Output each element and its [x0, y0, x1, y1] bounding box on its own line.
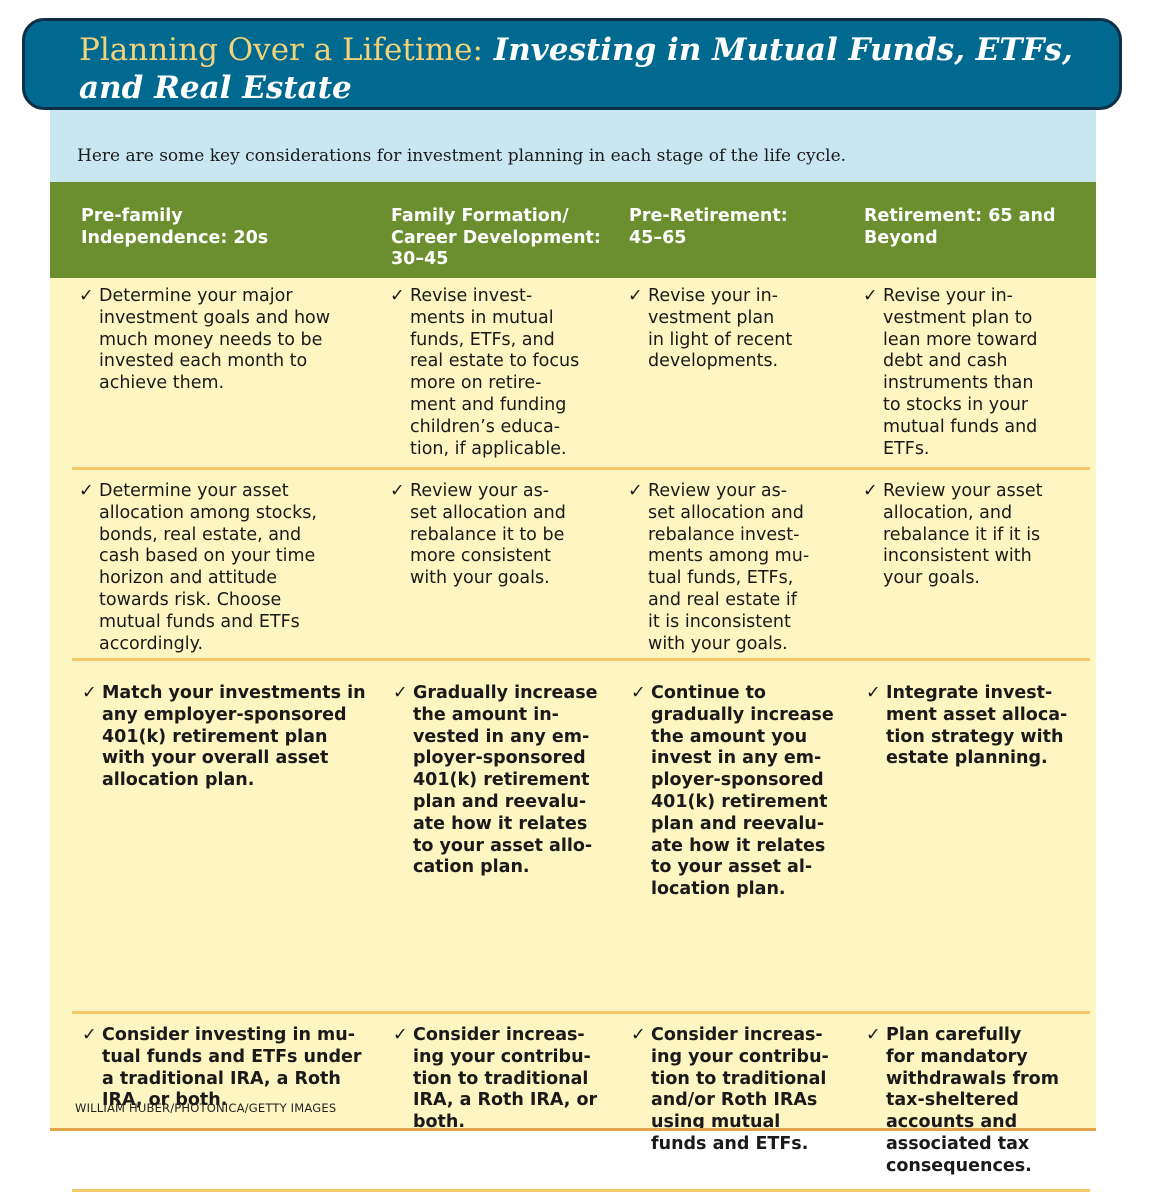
title-banner: Planning Over a Lifetime: Investing in M… — [22, 18, 1122, 110]
check-icon: ✓ — [631, 683, 646, 703]
check-icon: ✓ — [79, 481, 94, 501]
table-cell: ✓ Gradually increase the amount in- veste… — [393, 683, 598, 878]
check-icon: ✓ — [393, 683, 408, 703]
check-icon: ✓ — [393, 1025, 408, 1045]
intro-text: Here are some key considerations for inv… — [77, 146, 847, 166]
header-row: Pre-family Independence: 20s Family Form… — [50, 182, 1096, 278]
check-icon: ✓ — [390, 286, 405, 306]
table-cell: ✓ Revise invest- ments in mutual funds, E… — [390, 286, 580, 459]
check-icon: ✓ — [631, 1025, 646, 1045]
column-header-1: Pre-family Independence: 20s — [81, 206, 269, 248]
column-header-4: Retirement: 65 and Beyond — [864, 206, 1056, 248]
table-cell: ✓ Determine your major investment goals a… — [79, 286, 331, 394]
check-icon: ✓ — [628, 286, 643, 306]
title-lead: Planning Over a Lifetime: — [79, 32, 483, 68]
intro-band: Here are some key considerations for inv… — [50, 100, 1096, 182]
table-cell: ✓ Consider increas- ing your contribu- ti… — [393, 1025, 598, 1133]
title-rest-1: Investing in Mutual Funds, ETFs, — [482, 32, 1073, 68]
check-icon: ✓ — [82, 1025, 97, 1045]
table-cell: ✓ Revise your in- vestment plan to lean m… — [863, 286, 1038, 459]
column-header-3: Pre-Retirement: 45–65 — [629, 206, 788, 248]
table-cell: ✓ Review your asset allocation, and rebal… — [863, 481, 1043, 589]
title-line-2: and Real Estate — [79, 70, 352, 106]
table-cell: ✓ Determine your asset allocation among s… — [79, 481, 317, 654]
table-cell: ✓ Integrate invest- ment asset alloca- ti… — [866, 683, 1068, 769]
row-divider — [72, 1011, 1090, 1014]
check-icon: ✓ — [866, 683, 881, 703]
table-cell: ✓ Consider increas- ing your contribu- ti… — [631, 1025, 829, 1154]
content-panel: Here are some key considerations for inv… — [50, 100, 1096, 1192]
row-divider — [72, 658, 1090, 661]
table-cell: ✓ Review your as- set allocation and reba… — [628, 481, 810, 654]
check-icon: ✓ — [863, 286, 878, 306]
table-cell: ✓ Review your as- set allocation and reba… — [390, 481, 566, 589]
table-cell: ✓ Match your investments in any employer-… — [82, 683, 366, 791]
check-icon: ✓ — [390, 481, 405, 501]
check-icon: ✓ — [79, 286, 94, 306]
check-icon: ✓ — [866, 1025, 881, 1045]
column-header-2: Family Formation/ Career Development: 30… — [391, 206, 601, 269]
check-icon: ✓ — [863, 481, 878, 501]
table-cell: ✓ Plan carefully for mandatory withdrawal… — [866, 1025, 1059, 1176]
check-icon: ✓ — [82, 683, 97, 703]
table-cell: ✓ Consider investing in mu- tual funds an… — [82, 1025, 362, 1111]
photo-credit: WILLIAM HUBER/PHOTONICA/GETTY IMAGES — [75, 1101, 337, 1115]
row-divider — [72, 467, 1090, 470]
bottom-rule — [50, 1128, 1096, 1131]
table-cell: ✓ Continue to gradually increase the amou… — [631, 683, 834, 900]
title-line-1: Planning Over a Lifetime: Investing in M… — [79, 31, 1119, 69]
table-cell: ✓ Revise your in- vestment plan in light … — [628, 286, 793, 372]
check-icon: ✓ — [628, 481, 643, 501]
